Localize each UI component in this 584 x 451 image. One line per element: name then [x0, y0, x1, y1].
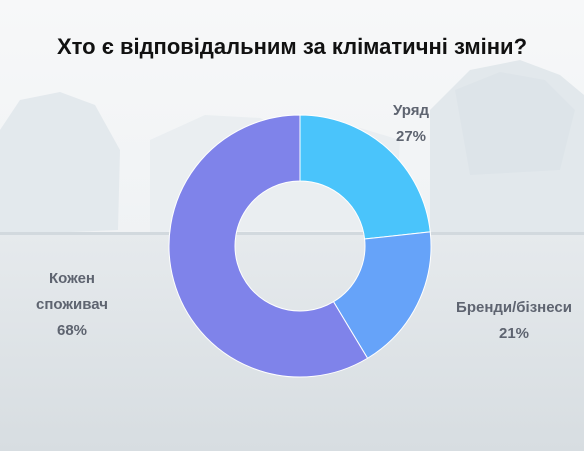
slice-consumer: [168, 114, 369, 378]
slice-government: [299, 114, 431, 240]
chart-title: Хто є відповідальним за кліматичні зміни…: [56, 34, 528, 59]
slice-label-value: 21%: [498, 325, 530, 342]
slice-label-text: Кожен споживач: [36, 270, 108, 313]
slice-label-value: 68%: [56, 322, 88, 339]
slice-label-text: Уряд: [393, 102, 429, 119]
slice-label-government: Уряд 27%: [368, 98, 454, 150]
slice-label-consumer: Кожен споживач 68%: [22, 266, 122, 344]
slice-label-value: 27%: [395, 128, 427, 145]
slice-label-text: Бренди/бізнеси: [456, 299, 572, 316]
slice-label-brands: Бренди/бізнеси 21%: [446, 295, 582, 347]
